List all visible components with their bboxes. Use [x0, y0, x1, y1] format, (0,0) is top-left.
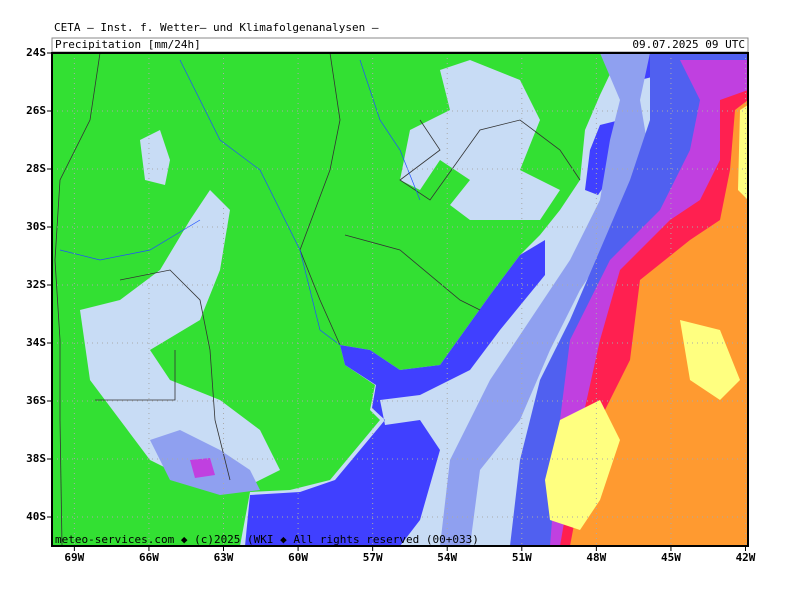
- borders: [54, 53, 581, 546]
- x-tick-label: 48W: [586, 551, 606, 564]
- x-tick-label: 54W: [437, 551, 457, 564]
- x-tick-label: 57W: [363, 551, 383, 564]
- precip-mid: [440, 53, 650, 546]
- y-tick-label: 36S: [26, 394, 46, 407]
- y-tick-label: 40S: [26, 510, 46, 523]
- y-tick-label: 28S: [26, 162, 46, 175]
- y-tick-label: 34S: [26, 336, 46, 349]
- precip-light: [80, 190, 280, 490]
- x-tick-label: 63W: [214, 551, 234, 564]
- y-tick-label: 30S: [26, 220, 46, 233]
- rivers: [59, 59, 421, 346]
- x-tick-label: 69W: [64, 551, 84, 564]
- y-tick-label: 24S: [26, 46, 46, 59]
- y-tick-label: 38S: [26, 452, 46, 465]
- map-field: [52, 53, 748, 546]
- subtitle: Precipitation [mm/24h]: [55, 38, 201, 51]
- plot-frame: [51, 52, 749, 547]
- precip-light: [400, 60, 560, 220]
- x-tick-label: 66W: [139, 551, 159, 564]
- y-tick-label: 32S: [26, 278, 46, 291]
- x-tick-label: 45W: [661, 551, 681, 564]
- valid-time: 09.07.2025 09 UTC: [632, 38, 745, 51]
- ocean-deep: [245, 240, 545, 546]
- y-tick-label: 26S: [26, 104, 46, 117]
- precip-yellow: [545, 400, 620, 530]
- precip-yellow: [680, 320, 740, 400]
- grid: [47, 52, 748, 551]
- x-tick-label: 51W: [512, 551, 532, 564]
- credit: meteo-services.com ◆ (c)2025 (WKI ◆ All …: [55, 533, 479, 546]
- x-tick-label: 60W: [288, 551, 308, 564]
- precip-magenta: [190, 458, 215, 478]
- x-tick-label: 42W: [736, 551, 756, 564]
- precip-light: [140, 130, 170, 185]
- map-title: CETA – Inst. f. Wetter– und Klimafolgena…: [54, 21, 379, 34]
